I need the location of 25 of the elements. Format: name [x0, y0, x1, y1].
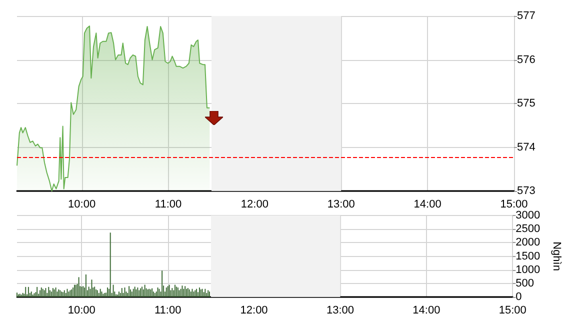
x-tick-label: 13:00	[326, 304, 354, 316]
y-tick-label: 2000	[516, 236, 540, 249]
y-tick-label: 500	[516, 277, 534, 290]
y-tick-label: 1500	[516, 250, 540, 262]
x-tick-label: 10:00	[68, 304, 96, 316]
x-tick-label: 15:00	[498, 304, 526, 316]
y-tick-label: 2500	[516, 223, 540, 236]
x-tick-label: 11:00	[154, 304, 182, 316]
y-tick-label: 574	[517, 141, 536, 154]
y-tick-label: 1000	[516, 264, 540, 276]
y-tick-label: 573	[517, 185, 536, 197]
y-tick-label: 575	[517, 98, 536, 110]
y-tick-label: 3000	[516, 210, 540, 222]
y-tick-label: 0	[516, 291, 522, 303]
y-axis-title: Nghìn	[550, 242, 562, 271]
x-tick-label: 13:00	[327, 198, 355, 210]
y-tick-label: 577	[517, 10, 536, 22]
x-tick-label: 12:00	[240, 304, 268, 316]
x-tick-label: 14:00	[412, 304, 440, 316]
y-tick-label: 576	[517, 54, 536, 66]
x-tick-label: 12:00	[240, 198, 268, 210]
x-tick-label: 10:00	[68, 198, 96, 210]
x-tick-label: 15:00	[500, 198, 528, 210]
x-tick-label: 11:00	[154, 198, 182, 210]
x-tick-label: 14:00	[414, 198, 442, 210]
